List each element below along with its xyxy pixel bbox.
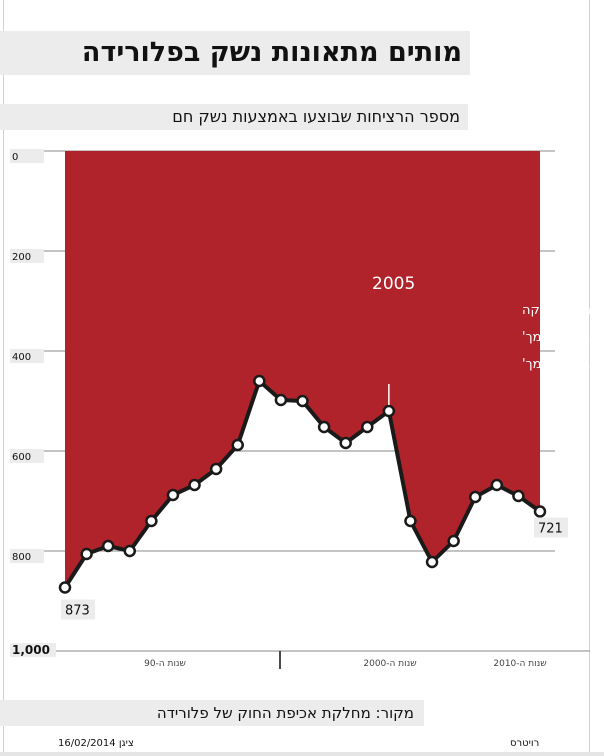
- grid-layer: 0 200 400 600 800 1,000: [10, 149, 590, 657]
- data-point: [533, 505, 547, 518]
- data-point: [382, 404, 396, 418]
- label-layer: 873 721 2005 פלורידה חוקקה חוק 'הגן על עצמך'…: [61, 274, 604, 620]
- frame-right: [589, 0, 590, 756]
- area-fill: [65, 151, 540, 588]
- data-point: [253, 374, 266, 388]
- annotation-line: פלורידה חוקקה: [522, 303, 604, 318]
- footer-credit-right: רויטרס: [510, 738, 540, 749]
- annotation-line-bg: [357, 352, 529, 374]
- xaxis-group-label: שנות ה-90: [144, 659, 186, 669]
- point-label-bg: [534, 517, 568, 538]
- data-point: [468, 490, 482, 504]
- ytick-label: 800: [12, 552, 31, 563]
- frame-left: [3, 0, 4, 756]
- chart-plot: 0 200 400 600 800 1,000 873 721 2005 פלורידה חוק…: [10, 149, 604, 669]
- data-point: [58, 581, 72, 594]
- annotation-line: חוק 'הגן על עצמך': [522, 330, 604, 345]
- footer-date-value: 16/02/2014: [58, 738, 116, 749]
- data-point: [209, 462, 223, 476]
- point-layer: [58, 374, 547, 594]
- ytick-label: 1,000: [12, 643, 50, 657]
- chart-subtitle: מספר הרציחות שבוצעו באמצעות נשק חם: [0, 104, 468, 130]
- data-point: [339, 436, 352, 450]
- ytick-bg: [10, 249, 44, 263]
- chart-title: מותים מתאונות נשק בפלורידה: [0, 31, 470, 75]
- data-point: [101, 539, 115, 553]
- data-point: [425, 555, 439, 569]
- annotation-line: חוק 'הגן על עצמך': [522, 357, 604, 372]
- data-point: [490, 478, 504, 492]
- data-point: [361, 420, 374, 434]
- data-point: [188, 478, 201, 492]
- ytick-bg: [10, 149, 44, 163]
- data-point: [80, 547, 93, 561]
- data-point: [231, 438, 244, 452]
- data-point: [447, 534, 460, 548]
- data-point: [123, 544, 137, 558]
- data-point: [296, 394, 309, 408]
- ytick-bg: [10, 643, 56, 657]
- data-point: [512, 489, 525, 503]
- source-note: מקור: מחלקת אכיפת החוק של פלורידה: [0, 700, 424, 726]
- data-point: [317, 420, 331, 434]
- point-label: 721: [538, 522, 563, 537]
- data-point: [166, 488, 180, 502]
- ytick-bg: [10, 549, 44, 563]
- annotation-line-bg: [357, 298, 529, 320]
- point-label: 873: [65, 604, 90, 619]
- footer-date: ציגן 16/02/2014: [58, 738, 134, 749]
- ytick-label: 0: [12, 152, 18, 163]
- ytick-bg: [10, 349, 44, 363]
- annotation-title: 2005: [372, 274, 415, 294]
- ytick-label: 600: [12, 452, 31, 463]
- axis-layer: שנות ה-90 שנות ה-2000 שנות ה-2010: [144, 651, 547, 669]
- data-point: [404, 514, 417, 528]
- ytick-label: 400: [12, 352, 31, 363]
- ytick-label: 200: [12, 252, 31, 263]
- data-point: [145, 514, 158, 528]
- data-point: [274, 393, 288, 407]
- footer-bar: [0, 752, 604, 756]
- xaxis-group-label: שנות ה-2010: [493, 659, 546, 669]
- footer-credit-left: ציגן: [118, 738, 134, 749]
- ytick-bg: [10, 449, 44, 463]
- xaxis-group-label: שנות ה-2000: [363, 659, 416, 669]
- point-label-bg: [61, 599, 95, 620]
- annotation-line-bg: [357, 325, 529, 347]
